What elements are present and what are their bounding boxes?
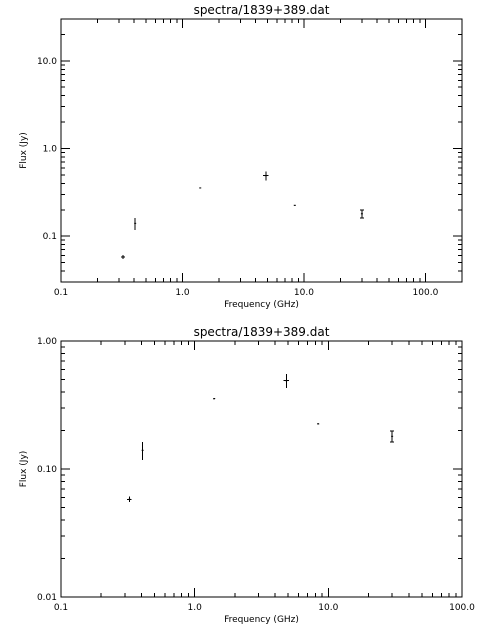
data-point (359, 209, 364, 219)
y-tick-label: 0.01 (37, 593, 57, 603)
chart-top: spectra/1839+389.dat 0.1 1.0 10.0 100.0 0.1 1.… (19, 3, 463, 310)
point-marker (199, 187, 202, 189)
plot-frame (60, 18, 463, 283)
x-axis-label: Frequency (GHz) (224, 615, 299, 625)
data-point (390, 430, 395, 443)
point-marker (128, 498, 131, 500)
y-axis-label: Flux (Jy) (19, 451, 29, 488)
x-tick-label: 10.0 (294, 288, 314, 298)
data-point (127, 496, 132, 503)
data-point (199, 187, 202, 189)
chart-title: spectra/1839+389.dat (194, 3, 330, 17)
y-tick-label: 10.0 (37, 57, 57, 67)
x-tick-label: 0.1 (54, 288, 68, 298)
x-tick-label: 10.0 (318, 603, 338, 613)
x-tick-label: 100.0 (449, 603, 475, 613)
point-marker (391, 435, 394, 437)
point-marker (134, 222, 137, 224)
point-marker (141, 449, 144, 451)
point-marker (360, 213, 363, 215)
point-marker (264, 175, 267, 177)
data-point (121, 254, 126, 259)
point-marker (317, 423, 320, 425)
chart-bottom: spectra/1839+389.dat 0.1 1.0 10.0 100.0 0.01 0… (19, 325, 475, 625)
data-point (262, 171, 269, 181)
data-point (134, 217, 137, 230)
y-tick-label: 0.10 (37, 465, 57, 475)
x-tick-label: 0.1 (54, 603, 68, 613)
data-point (141, 442, 144, 460)
point-marker (213, 398, 216, 400)
x-tick-label: 1.0 (175, 288, 190, 298)
data-point (317, 423, 320, 425)
y-tick-label: 0.1 (43, 232, 57, 242)
chart-title: spectra/1839+389.dat (194, 325, 330, 339)
y-axis-label: Flux (Jy) (19, 132, 29, 169)
point-marker (293, 204, 296, 206)
y-tick-label: 1.0 (43, 144, 58, 154)
x-tick-label: 100.0 (413, 288, 439, 298)
y-tick-label: 1.00 (37, 337, 57, 347)
point-marker (122, 256, 125, 258)
data-point (293, 204, 296, 206)
data-point (283, 374, 290, 388)
data-point (213, 397, 216, 400)
x-axis-label: Frequency (GHz) (224, 300, 299, 310)
plot-frame (60, 340, 463, 598)
x-tick-label: 1.0 (188, 603, 203, 613)
point-marker (285, 380, 288, 382)
